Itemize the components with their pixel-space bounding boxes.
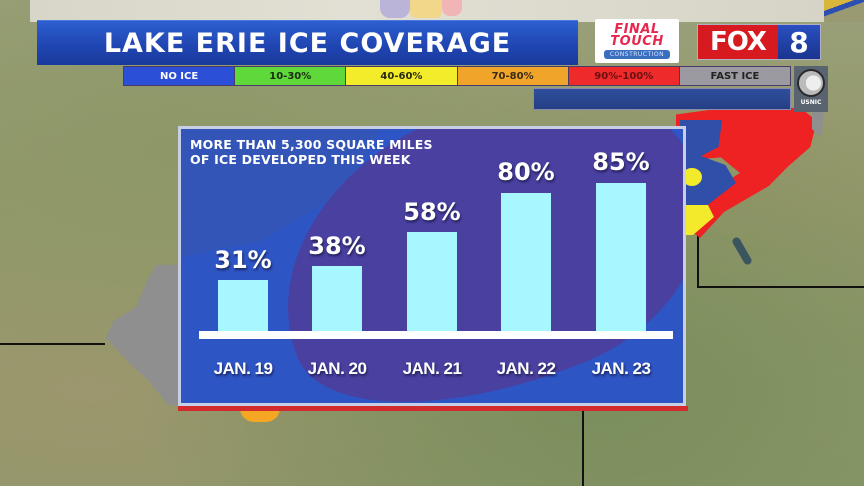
panel-bottom-stripe: [178, 406, 688, 411]
sponsor-line-1: FINAL: [614, 21, 660, 37]
bar-jan-23: [596, 183, 646, 331]
bar-value-label: 80%: [497, 158, 555, 186]
map-ice-patch: [410, 0, 442, 18]
chart-title-line-2: OF ICE DEVELOPED THIS WEEK: [190, 152, 411, 167]
bar-jan-20: [312, 266, 362, 331]
map-border-line: [697, 232, 699, 287]
x-axis-label: JAN. 22: [496, 359, 556, 378]
legend-label: NO ICE: [159, 70, 199, 82]
legend-40-60: 40-60%: [346, 67, 458, 85]
legend-label: 90%-100%: [594, 70, 654, 82]
map-ice-40-60: [682, 168, 702, 186]
map-border-line: [0, 343, 105, 345]
ice-legend: NO ICE 10-30% 40-60% 70-80% 90%-100% FAS…: [123, 66, 791, 86]
bar-value-label: 58%: [403, 198, 461, 226]
map-border-line: [697, 286, 864, 288]
bar-jan-19: [218, 280, 268, 331]
legend-label: 70-80%: [491, 70, 534, 82]
title-bar: LAKE ERIE ICE COVERAGE: [37, 20, 578, 65]
sponsor-subtitle: CONSTRUCTION: [603, 49, 671, 59]
legend-10-30: 10-30%: [235, 67, 347, 85]
sponsor-logo: FINAL TOUCH CONSTRUCTION: [595, 19, 679, 63]
legend-fast-ice: FAST ICE: [679, 67, 791, 85]
bar-value-label: 31%: [214, 246, 272, 274]
chart-title-line-1: MORE THAN 5,300 SQUARE MILES: [190, 137, 433, 152]
chart-panel: MORE THAN 5,300 SQUARE MILES OF ICE DEVE…: [178, 126, 686, 406]
bar-value-label: 38%: [308, 232, 366, 260]
usnic-badge: USNIC: [794, 66, 828, 112]
chart-title: MORE THAN 5,300 SQUARE MILES OF ICE DEVE…: [190, 137, 433, 167]
usnic-label: USNIC: [800, 99, 822, 106]
legend-label: 10-30%: [269, 70, 312, 82]
legend-90-100: 90%-100%: [568, 67, 680, 85]
x-axis-label: JAN. 23: [591, 359, 651, 378]
legend-label: FAST ICE: [710, 70, 760, 82]
station-logo: FOX 8: [697, 24, 821, 60]
map-ice-70-80: [240, 408, 280, 422]
map-ice-patch: [824, 0, 864, 22]
legend-sub-bar: [533, 88, 791, 110]
station-number: 8: [778, 25, 820, 59]
page-title: LAKE ERIE ICE COVERAGE: [103, 27, 512, 59]
x-axis-label: JAN. 19: [213, 359, 273, 378]
map-border-line: [582, 405, 584, 486]
station-name: FOX: [698, 25, 778, 59]
x-axis-label: JAN. 20: [307, 359, 367, 378]
x-axis-label: JAN. 21: [402, 359, 462, 378]
bar-jan-22: [501, 193, 551, 331]
sponsor-line-2: TOUCH: [610, 33, 664, 49]
legend-no-ice: NO ICE: [124, 67, 236, 85]
usnic-seal-icon: [797, 69, 825, 97]
map-fast-ice-east: [812, 108, 824, 138]
legend-label: 40-60%: [380, 70, 423, 82]
map-ice-patch: [380, 0, 410, 18]
chart-baseline: [199, 331, 673, 339]
map-ice-patch: [442, 0, 462, 16]
bar-value-label: 85%: [592, 148, 650, 176]
bar-jan-21: [407, 232, 457, 331]
legend-70-80: 70-80%: [457, 67, 569, 85]
